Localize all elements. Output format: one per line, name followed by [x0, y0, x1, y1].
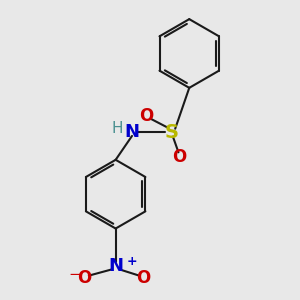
Text: N: N [108, 257, 123, 275]
Text: O: O [77, 269, 92, 287]
Text: N: N [124, 123, 140, 141]
Text: O: O [172, 148, 187, 166]
Text: O: O [136, 269, 151, 287]
Text: −: − [68, 268, 81, 283]
Text: H: H [112, 121, 123, 136]
Text: O: O [140, 106, 154, 124]
Text: +: + [127, 255, 137, 268]
Text: S: S [164, 122, 178, 142]
